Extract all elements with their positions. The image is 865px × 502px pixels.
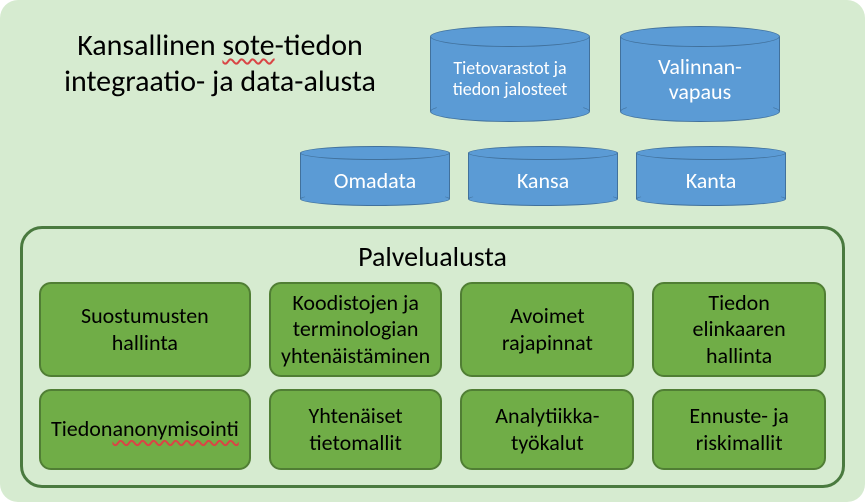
title-part-a: Kansallinen [77,27,222,64]
cylinder: Kanta [636,146,786,206]
title-part-c: -tiedon [275,27,363,64]
platform-box: Avoimet rajapinnat [460,282,634,377]
platform-box: Yhtenäiset tietomallit [269,389,443,470]
cylinder-label: Kansa [468,146,618,206]
platform-title: Palvelualusta [39,239,826,274]
cylinder-label: Valinnan- vapaus [620,26,780,122]
diagram-title: Kansallinen sote-tiedon integraatio- ja … [20,28,420,100]
cylinder: Kansa [468,146,618,206]
outer-container: Kansallinen sote-tiedon integraatio- ja … [0,0,865,502]
platform-box: Tiedon anonymisointi [39,389,251,470]
platform-box: Analytiikka- työkalut [460,389,634,470]
title-line2: integraatio- ja data-alusta [20,64,420,100]
platform-box: Tiedon elinkaaren hallinta [652,282,826,377]
cylinder-label: Omadata [300,146,450,206]
cylinder: Valinnan- vapaus [620,26,780,122]
platform-box: Koodistojen ja terminologian yhtenäistäm… [269,282,443,377]
cylinder-label: Tietovarastot ja tiedon jalosteet [430,26,590,122]
platform-box: Suostumusten hallinta [39,282,251,377]
platform-grid: Suostumusten hallintaKoodistojen ja term… [39,282,826,470]
cylinder: Tietovarastot ja tiedon jalosteet [430,26,590,122]
cylinder: Omadata [300,146,450,206]
platform-box: Ennuste- ja riskimallit [652,389,826,470]
title-part-b-underlined: sote [222,27,274,64]
platform-container: Palvelualusta Suostumusten hallintaKoodi… [20,226,845,488]
cylinder-label: Kanta [636,146,786,206]
